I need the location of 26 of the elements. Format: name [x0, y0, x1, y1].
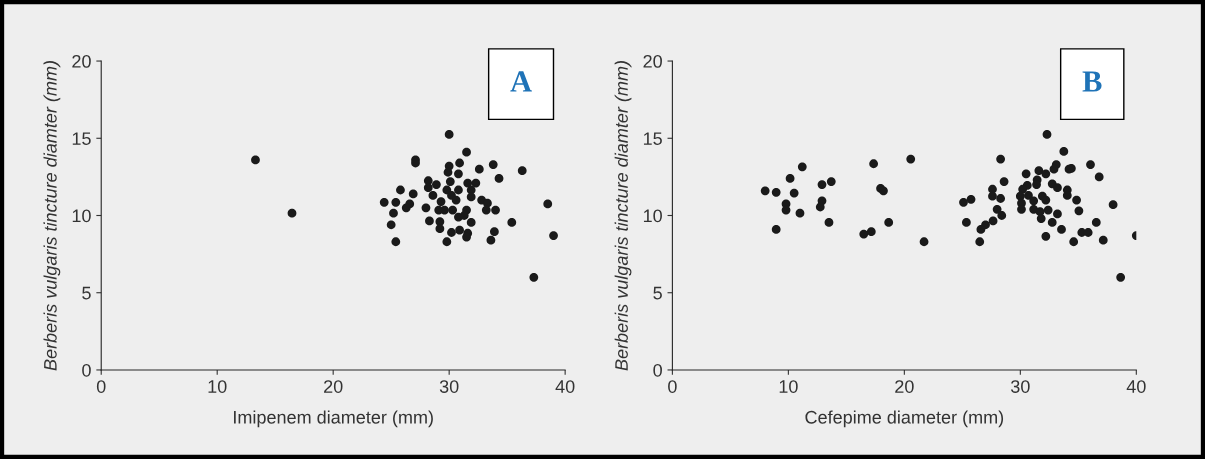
- y-tick-label: 0: [653, 363, 662, 377]
- x-tick-label: 10: [208, 380, 227, 393]
- y-tick-label: 10: [72, 209, 91, 223]
- x-tick-label: 10: [779, 380, 798, 393]
- y-tick-label: 10: [643, 209, 662, 223]
- x-tick-label: 0: [668, 380, 677, 393]
- y-tick-label: 5: [82, 286, 91, 300]
- x-tick-label: 40: [555, 380, 575, 393]
- x-tick-label: 0: [96, 380, 106, 393]
- x-axis-title: Cefepime diameter (mm): [805, 410, 1004, 428]
- annotation: A: [510, 71, 532, 92]
- y-tick-label: 15: [72, 132, 91, 145]
- x-axis-title: Imipenem diameter (mm): [234, 410, 433, 428]
- y-axis-title: Berberis vulgaris tincture diamter (mm): [614, 61, 632, 371]
- x-tick-label: 20: [324, 380, 343, 393]
- x-tick-label: 40: [1126, 380, 1146, 393]
- y-tick-label: 20: [72, 54, 91, 68]
- y-tick-label: 0: [82, 363, 91, 377]
- y-axis-title: Berberis vulgaris tincture diamter (mm): [43, 61, 61, 371]
- x-tick-label: 30: [439, 380, 459, 393]
- y-tick-label: 20: [643, 54, 662, 68]
- y-tick-label: 15: [643, 132, 662, 145]
- x-tick-label: 20: [895, 380, 914, 393]
- x-tick-label: 30: [1010, 380, 1030, 393]
- annotation: B: [1082, 71, 1102, 92]
- y-tick-label: 5: [653, 286, 662, 300]
